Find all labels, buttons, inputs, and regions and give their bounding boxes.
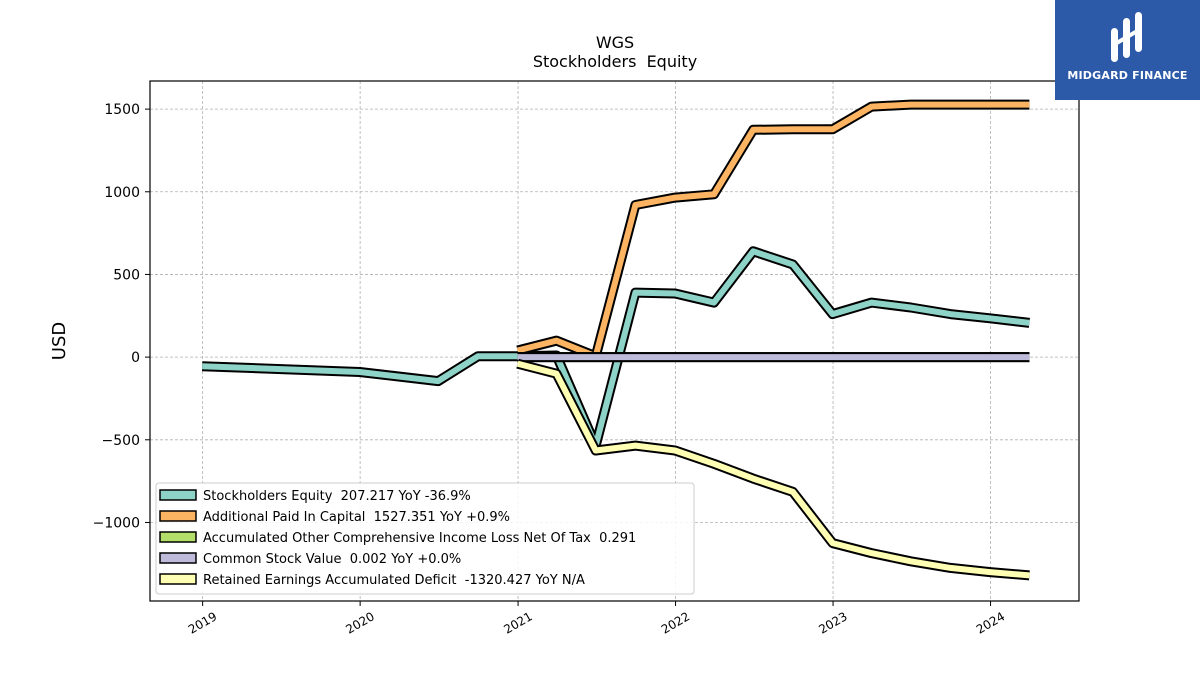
legend-swatch (159, 489, 197, 501)
legend-label: Stockholders Equity 207.217 YoY -36.9% (203, 489, 471, 504)
series-retained-earnings-accumulated-deficit (516, 358, 1030, 581)
y-tick-label: 500 (113, 267, 140, 283)
legend-label: Common Stock Value 0.002 YoY +0.0% (203, 552, 461, 567)
legend-swatch (159, 573, 197, 585)
y-axis-label: USD (49, 322, 70, 360)
x-tick-label: 2019 (186, 609, 219, 636)
midgard-finance-logo: MIDGARD FINANCE (1055, 0, 1200, 100)
y-tick-label: 0 (131, 350, 140, 366)
logo-text: MIDGARD FINANCE (1067, 69, 1188, 82)
x-tick-label: 2021 (501, 609, 534, 636)
legend-label: Additional Paid In Capital 1527.351 YoY … (203, 510, 510, 525)
series-line (516, 360, 1030, 579)
series-additional-paid-in-capital (516, 99, 1030, 362)
y-tick-label: 1500 (104, 102, 140, 118)
legend-swatch (159, 531, 197, 543)
x-axis: 2019 2020 2021 2022 2023 2024 (186, 601, 1007, 637)
legend-label: Accumulated Other Comprehensive Income L… (203, 531, 636, 546)
series-line (516, 101, 1030, 360)
y-tick-label: −1000 (93, 515, 140, 531)
x-tick-label: 2022 (659, 609, 692, 636)
y-axis: −1000 −500 0 500 1000 1500 (93, 102, 150, 531)
legend: Stockholders Equity 207.217 YoY -36.9% Ad… (155, 482, 695, 595)
series-layer (202, 99, 1030, 581)
series-line (202, 248, 1030, 449)
chart-title: WGS (596, 33, 634, 52)
plot-frame (149, 80, 1080, 602)
x-tick-label: 2023 (816, 609, 849, 636)
legend-box (155, 482, 695, 595)
y-tick-label: 1000 (104, 185, 140, 201)
midgard-logo-icon (1111, 12, 1142, 62)
x-tick-label: 2020 (343, 609, 376, 636)
legend-swatch (159, 552, 197, 564)
y-tick-label: −500 (102, 433, 140, 449)
grid (150, 81, 1079, 601)
legend-swatch (159, 510, 197, 522)
series-stockholders-equity (202, 246, 1030, 451)
legend-label: Retained Earnings Accumulated Deficit -1… (203, 573, 585, 588)
x-tick-label: 2024 (974, 609, 1007, 636)
chart-subtitle: Stockholders Equity (533, 52, 697, 71)
